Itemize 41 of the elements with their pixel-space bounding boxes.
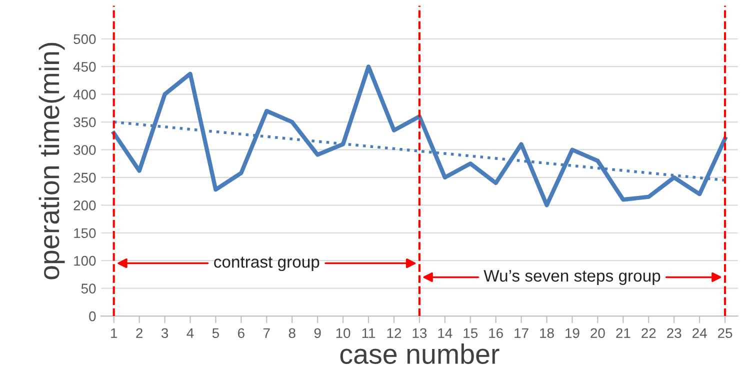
y-tick-label: 300 [74, 145, 96, 155]
y-tick-label: 350 [74, 117, 96, 128]
x-tick-label: 15 [464, 328, 478, 338]
x-tick-label: 4 [186, 328, 194, 338]
y-axis-title: operation time(min) [38, 42, 65, 280]
x-tick-label: 9 [314, 328, 321, 338]
y-tick-label: 250 [74, 172, 96, 183]
x-tick-label: 22 [642, 328, 656, 338]
x-tick-label: 2 [136, 328, 142, 338]
x-tick-label: 8 [288, 328, 296, 338]
y-tick-label: 500 [74, 34, 96, 44]
x-tick-label: 14 [438, 328, 452, 338]
x-tick-label: 21 [616, 328, 630, 338]
x-tick-label: 25 [718, 328, 732, 338]
x-tick-label: 10 [336, 328, 350, 338]
y-tick-label: 50 [81, 284, 96, 294]
x-tick-label: 19 [566, 328, 580, 338]
x-axis-title: case number [340, 344, 500, 364]
y-tick-label: 150 [74, 228, 96, 238]
y-tick-label: 0 [89, 311, 96, 322]
x-tick-label: 17 [514, 328, 528, 338]
x-tick-label: 18 [540, 328, 554, 338]
y-tick-label: 450 [73, 62, 96, 72]
x-tick-label: 23 [667, 328, 682, 338]
y-tick-label: 200 [74, 200, 96, 210]
x-tick-label: 6 [238, 328, 244, 338]
x-tick-label: 20 [590, 328, 605, 338]
x-tick-label: 7 [263, 328, 270, 338]
x-tick-label: 11 [362, 328, 376, 338]
x-tick-label: 13 [412, 328, 427, 338]
x-tick-label: 12 [387, 328, 401, 338]
x-tick-label: 5 [212, 328, 219, 338]
annotation: contrast group [214, 256, 320, 272]
y-tick-label: 400 [73, 90, 96, 100]
x-tick-label: 3 [161, 328, 168, 338]
annotation: Wu’s seven steps group [484, 270, 660, 285]
x-tick-label: 1 [111, 328, 118, 338]
x-tick-label: 24 [692, 328, 707, 338]
x-tick-label: 16 [489, 328, 503, 338]
y-tick-label: 100 [74, 256, 96, 266]
line-series [112, 64, 728, 208]
